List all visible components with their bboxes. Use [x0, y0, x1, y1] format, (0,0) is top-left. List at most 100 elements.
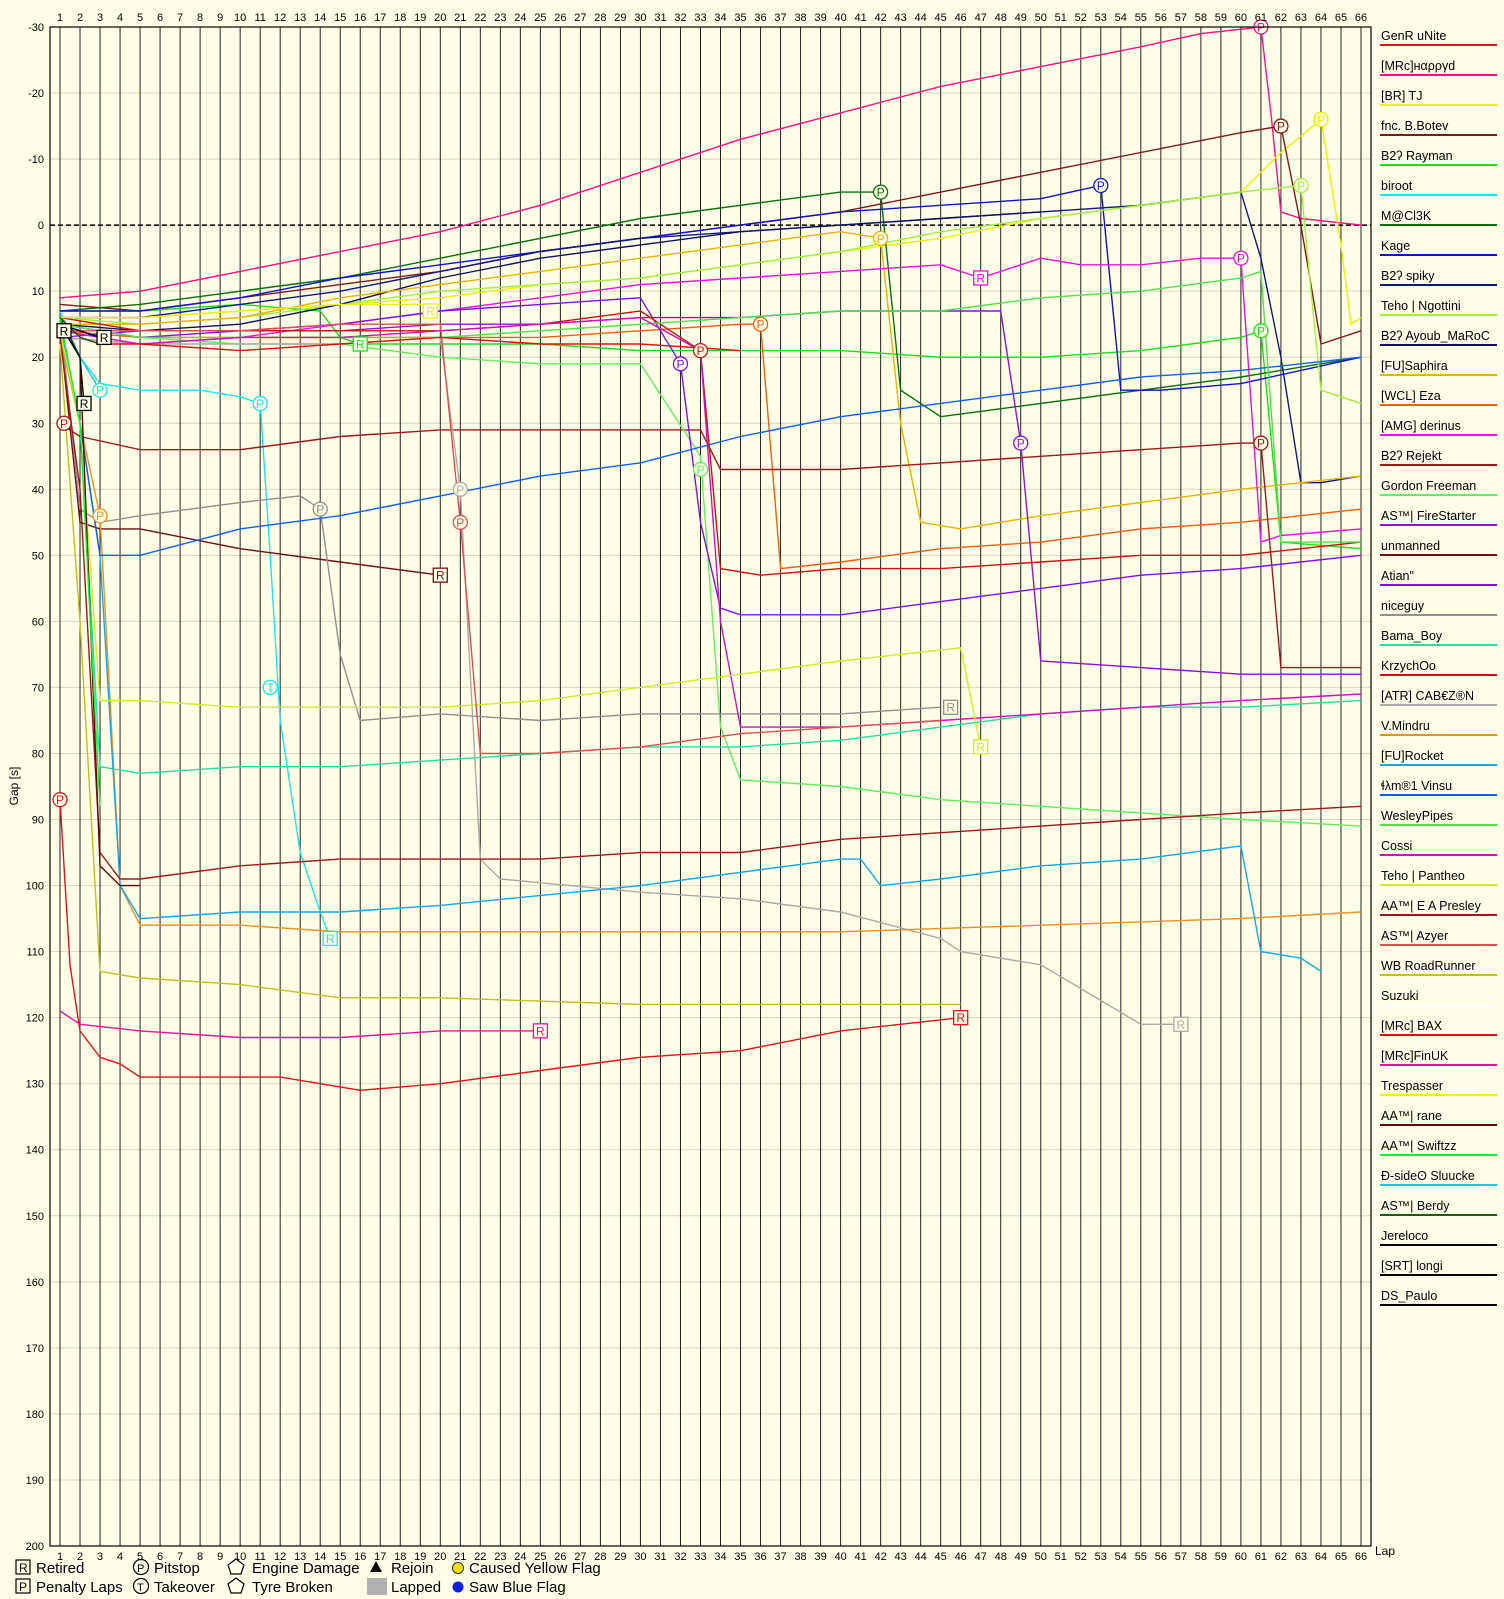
series-line [59, 422, 1361, 669]
y-tick: 90 [32, 815, 44, 827]
key-lapped-label: Lapped [391, 1579, 441, 1596]
marker-letter: R [426, 304, 435, 318]
x-tick-top: 11 [254, 12, 265, 24]
legend-entry-label: [MRc] BAX [1381, 1019, 1443, 1033]
key-penalty-label: Penalty Laps [36, 1579, 123, 1596]
legend-entry-label: [FU]Saphira [1381, 359, 1448, 373]
x-tick-bottom: 30 [634, 1551, 646, 1563]
x-tick-top: 26 [554, 12, 566, 24]
key-takeover: T Takeover [132, 1577, 215, 1596]
key-pitstop-label: Pitstop [154, 1560, 200, 1577]
pitstop-marker [1253, 323, 1269, 339]
legend-entry-label: GenR uNite [1381, 29, 1446, 43]
key-blue-label: Saw Blue Flag [469, 1579, 566, 1596]
legend-entry-label: Atian" [1381, 569, 1414, 583]
series-line [59, 317, 941, 722]
legend-entry-label: M@Cl3K [1381, 209, 1432, 223]
x-tick-bottom: 51 [1055, 1551, 1067, 1563]
series-line [59, 337, 1362, 880]
legend-entry-label: Teho | Pantheo [1381, 869, 1465, 883]
retired-marker [973, 270, 989, 286]
pitstop-marker [52, 792, 68, 808]
y-tick: 40 [32, 484, 44, 496]
legend-entry-label: AA™| E A Presley [1381, 899, 1482, 913]
x-tick-bottom: 37 [774, 1551, 786, 1563]
series-line [60, 230, 1362, 530]
marker-letter: P [1297, 179, 1305, 193]
x-tick-bottom: 17 [374, 1551, 386, 1563]
legend-entry-label: WB RoadRunner [1381, 959, 1476, 973]
x-tick-top: 18 [394, 12, 406, 24]
x-tick-bottom: 49 [1015, 1551, 1027, 1563]
marker-letter: R [976, 271, 985, 285]
pitstop-marker [692, 342, 709, 359]
plot-frame [49, 26, 1372, 1547]
marker-letter: R [946, 701, 955, 715]
retired-marker [432, 567, 448, 583]
x-tick-bottom: 42 [875, 1551, 887, 1563]
x-axis-bottom-ticks: 1 2 3 4 5 6 7 8 9 10 11 12 13 14 15 16 17 18 19 20 21 22 23 24 2… [57, 1551, 1367, 1563]
y-tick: 160 [26, 1277, 44, 1289]
x-tick-bottom: 18 [394, 1551, 406, 1563]
x-tick-bottom: 25 [534, 1551, 546, 1563]
x-tick-top: 49 [1015, 12, 1027, 24]
marker-letter: P [1317, 113, 1325, 127]
marker-letter: P [1237, 252, 1245, 266]
marker-letter: R [976, 740, 985, 754]
marker-letter: R [80, 397, 89, 411]
series-line [59, 316, 1362, 728]
key-engine: Engine Damage [227, 1558, 360, 1577]
x-tick-bottom: 27 [574, 1551, 586, 1563]
series-line [59, 1010, 541, 1039]
pitstop-marker [692, 461, 709, 478]
x-tick-top: 50 [1035, 12, 1047, 24]
x-tick-top: 51 [1055, 12, 1067, 24]
pitstop-marker [672, 356, 689, 372]
legend-entry-label: [SRT] longi [1381, 1259, 1443, 1273]
retired-marker [973, 739, 989, 755]
x-tick-top: 5 [137, 12, 143, 24]
retired-marker [422, 303, 438, 319]
penalty-icon [15, 1578, 31, 1594]
x-tick-bottom: 36 [754, 1551, 766, 1563]
marker-letter: P [256, 397, 264, 411]
legend-entry-label: B2ʔ spiky [1381, 269, 1435, 283]
retired-marker [56, 323, 72, 339]
pitstop-marker [312, 501, 328, 517]
marker-letter: P [696, 463, 704, 477]
series-line [59, 343, 961, 1006]
grid-lines [50, 26, 1371, 1547]
legend-entry-label: Suzuki [1381, 989, 1419, 1003]
legend-entry-label: [ATR] CAB€Z®N [1381, 689, 1474, 703]
legend-entry-label: WesleyPipes [1381, 809, 1453, 823]
blue-flag-icon [452, 1581, 464, 1593]
marker-letter: P [1257, 324, 1265, 338]
x-tick-bottom: 40 [834, 1551, 846, 1563]
marker-letter: P [456, 516, 464, 530]
series-line [59, 310, 331, 939]
x-tick-top: 16 [354, 12, 366, 24]
x-tick-bottom: 13 [294, 1551, 306, 1563]
marker-letter: P [877, 186, 885, 200]
x-axis-top-ticks: 1 2 3 4 5 6 7 8 9 10 11 12 13 14 15 16 17 18 19 20 21 22 23 24 2… [57, 12, 1367, 24]
x-tick-top: 41 [854, 12, 866, 24]
marker-letter: R [1177, 1018, 1186, 1032]
legend: GenR uNite [MRc]ʜαρργd [BR] TJ fnc. B.Botev… [1380, 29, 1497, 1306]
x-tick-top: 31 [654, 12, 666, 24]
x-tick-bottom: 66 [1355, 1551, 1367, 1563]
x-tick-bottom: 38 [794, 1551, 806, 1563]
x-tick-top: 17 [374, 12, 386, 24]
x-tick-top: 47 [975, 12, 987, 24]
series-line [59, 310, 1362, 576]
retired-marker [532, 1023, 549, 1039]
takeover-icon-letter: T [137, 1582, 144, 1594]
x-tick-bottom: 47 [975, 1551, 987, 1563]
pitstop-marker [752, 316, 769, 332]
marker-letter: P [1277, 120, 1285, 134]
key-tyre: Tyre Broken [227, 1577, 333, 1596]
legend-entry-label: niceguy [1381, 599, 1425, 613]
legend-entry-label: [AMG] derinus [1381, 419, 1461, 433]
marker-letter: R [60, 324, 69, 338]
rejoin-icon [370, 1561, 382, 1572]
x-tick-top: 37 [774, 12, 786, 24]
